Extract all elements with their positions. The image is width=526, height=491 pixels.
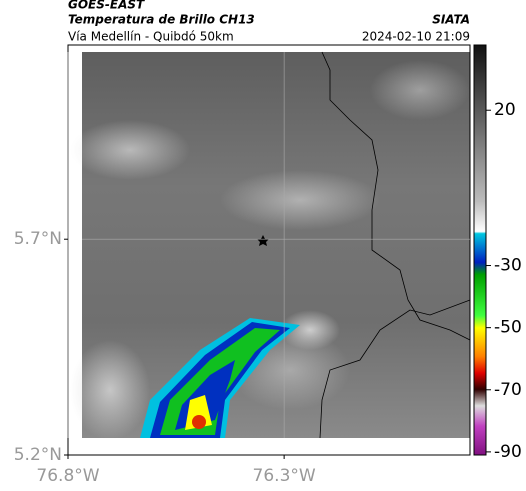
colorbar-tick-label: 20 (494, 100, 516, 120)
colorbar-tick-label: -70 (494, 380, 522, 400)
colorbar-tick-label: -90 (494, 442, 522, 462)
satellite-image (70, 51, 471, 440)
colorbar (473, 44, 487, 456)
subtitle: Vía Medellín - Quibdó 50km (68, 30, 234, 44)
y-tick-label: 5.2°N (14, 445, 62, 465)
colorbar-tick-label: -50 (494, 318, 522, 338)
y-tick-label: 5.7°N (14, 229, 62, 249)
source: GOES-EAST (68, 0, 145, 12)
title: Temperatura de Brillo CH13 (68, 13, 255, 27)
organization: SIATA (432, 13, 470, 27)
x-tick-label: 76.3°W (253, 466, 316, 486)
x-tick-label: 76.8°W (36, 466, 99, 486)
colorbar-tick-label: -30 (494, 256, 522, 276)
timestamp: 2024-02-10 21:09 (362, 30, 470, 44)
